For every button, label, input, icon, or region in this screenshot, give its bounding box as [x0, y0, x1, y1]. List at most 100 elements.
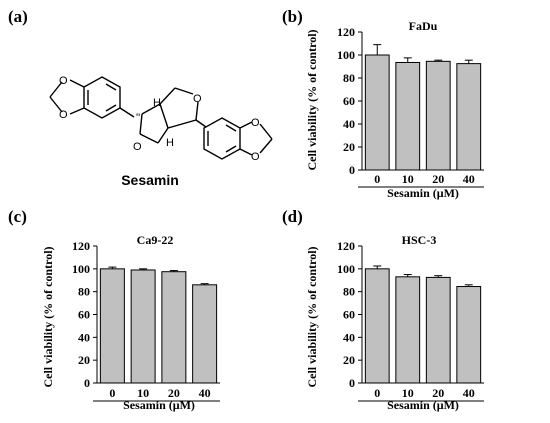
x-tick-label: 20 [168, 386, 180, 400]
y-tick-label: 100 [337, 48, 355, 62]
right-dioxole-bond-3 [259, 123, 273, 140]
atom-o-1: O [59, 75, 68, 87]
core-bond-5 [159, 103, 169, 129]
x-tick-label: 40 [463, 386, 475, 400]
bar-10 [395, 276, 421, 384]
bar-0 [364, 268, 390, 384]
plot-area-d: 0 20 40 60 80 100 120 0 10 20 40 [337, 239, 484, 402]
bar-40 [192, 284, 218, 384]
core-bond-6 [159, 87, 176, 105]
x-axis-label-d: Sesamin (μM) [387, 398, 459, 412]
right-benzene-ring [203, 117, 241, 160]
y-tick-label: 0 [349, 376, 355, 390]
x-tick-label: 0 [374, 386, 380, 400]
core-bond-4 [141, 103, 161, 115]
core-bond-7 [174, 87, 194, 95]
plot-area-b: 0 20 40 60 80 100 120 0 10 20 40 [337, 25, 484, 188]
y-tick-label: 40 [343, 117, 355, 131]
y-tick-label: 60 [78, 308, 90, 322]
panel-label-a: (a) [8, 7, 28, 26]
atom-h-left-stereo: '' [136, 112, 140, 124]
x-tick-label: 0 [109, 386, 115, 400]
left-dioxole-bond-4 [49, 96, 63, 113]
bar-10 [395, 61, 421, 171]
y-tick-label: 100 [337, 262, 355, 276]
y-tick-label: 120 [337, 239, 355, 253]
y-tick-label: 80 [343, 71, 355, 85]
y-tick-label: 40 [343, 330, 355, 344]
chart-title-d: HSC-3 [402, 233, 437, 247]
y-tick-label: 40 [78, 330, 90, 344]
right-link-bond [195, 119, 207, 128]
panel-label-d: (d) [282, 207, 303, 226]
y-tick-label: 120 [337, 25, 355, 39]
y-tick-label: 0 [349, 163, 355, 177]
atom-h-1: H [153, 97, 161, 109]
y-tick-label: 20 [343, 353, 355, 367]
y-tick-label: 60 [343, 94, 355, 108]
bar-0 [99, 268, 125, 384]
y-tick-label: 0 [84, 376, 90, 390]
right-ring-double-bond-1 [225, 124, 237, 132]
panel-label-c: (c) [8, 207, 27, 226]
y-axis-label-c: Cell viability (% of control) [41, 246, 55, 387]
bar-20 [161, 271, 187, 384]
y-tick-label: 20 [78, 353, 90, 367]
plot-area-c: 0 20 40 60 80 100 120 0 10 20 40 [72, 239, 220, 402]
x-tick-label: 0 [374, 172, 380, 186]
left-dioxole-bond-2 [69, 107, 85, 115]
x-tick-label: 40 [199, 386, 211, 400]
bar-20 [425, 60, 451, 171]
compound-name: Sesamin [121, 172, 179, 188]
y-tick-label: 100 [72, 262, 90, 276]
bar-40 [456, 63, 482, 171]
core-bond-1 [139, 113, 143, 135]
right-dioxole-bond-2 [239, 148, 253, 156]
y-tick-label: 120 [72, 239, 90, 253]
y-axis-label-d: Cell viability (% of control) [305, 246, 319, 387]
atom-o-4: O [133, 141, 142, 153]
right-ring-double-bond-2 [225, 145, 237, 153]
left-link-bond [119, 107, 135, 118]
y-tick-label: 80 [78, 285, 90, 299]
panel-c: (c) Ca9-22 Cell viability (% of control)… [8, 207, 220, 412]
x-tick-label: 10 [402, 172, 414, 186]
x-tick-label: 20 [432, 386, 444, 400]
x-axis-label-c: Sesamin (μM) [123, 398, 195, 412]
panel-a: (a) O O '' O [8, 7, 273, 188]
y-axis-label-b: Cell viability (% of control) [305, 29, 319, 170]
x-tick-label: 40 [463, 172, 475, 186]
left-benzene-ring [83, 76, 121, 119]
right-dioxole-bond-1 [239, 121, 253, 129]
left-ring-double-bond-2 [105, 104, 117, 112]
x-tick-label: 10 [137, 386, 149, 400]
x-tick-label: 10 [402, 386, 414, 400]
core-bond-2 [139, 133, 159, 144]
y-tick-label: 80 [343, 285, 355, 299]
x-tick-label: 20 [432, 172, 444, 186]
left-dioxole-bond-1 [69, 79, 85, 88]
panel-label-b: (b) [282, 7, 303, 26]
atom-o-2: O [59, 109, 68, 121]
core-bond-9 [167, 119, 197, 129]
bar-0 [364, 54, 390, 171]
panel-d: (d) HSC-3 Cell viability (% of control) … [282, 207, 484, 412]
chart-title-c: Ca9-22 [137, 233, 174, 247]
atom-o-3: O [193, 93, 202, 105]
sesamin-structure: O O '' O O H H [49, 75, 273, 163]
core-bond-3 [157, 127, 169, 144]
right-dioxole-bond-4 [259, 138, 273, 154]
y-tick-label: 20 [343, 140, 355, 154]
x-axis-label-b: Sesamin (μM) [387, 186, 459, 200]
chart-title-b: FaDu [409, 19, 438, 33]
y-tick-label: 60 [343, 308, 355, 322]
bar-10 [130, 269, 156, 384]
left-dioxole-bond-3 [49, 81, 63, 98]
core-bond-8 [195, 101, 199, 121]
left-ring-double-bond-1 [105, 83, 117, 91]
bar-40 [456, 286, 482, 384]
atom-h-2: H [166, 137, 174, 149]
panel-b: (b) FaDu Cell viability (% of control) S… [282, 7, 484, 200]
bar-20 [425, 276, 451, 384]
